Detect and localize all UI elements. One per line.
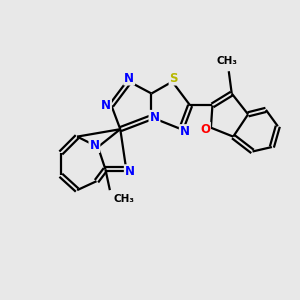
Text: N: N	[101, 99, 111, 112]
Text: N: N	[180, 125, 190, 138]
Text: N: N	[125, 165, 135, 178]
Text: N: N	[124, 72, 134, 85]
Text: CH₃: CH₃	[217, 56, 238, 66]
Text: O: O	[200, 123, 210, 136]
Text: S: S	[169, 72, 178, 85]
Text: N: N	[89, 139, 99, 152]
Text: N: N	[149, 111, 160, 124]
Text: CH₃: CH₃	[113, 194, 134, 204]
